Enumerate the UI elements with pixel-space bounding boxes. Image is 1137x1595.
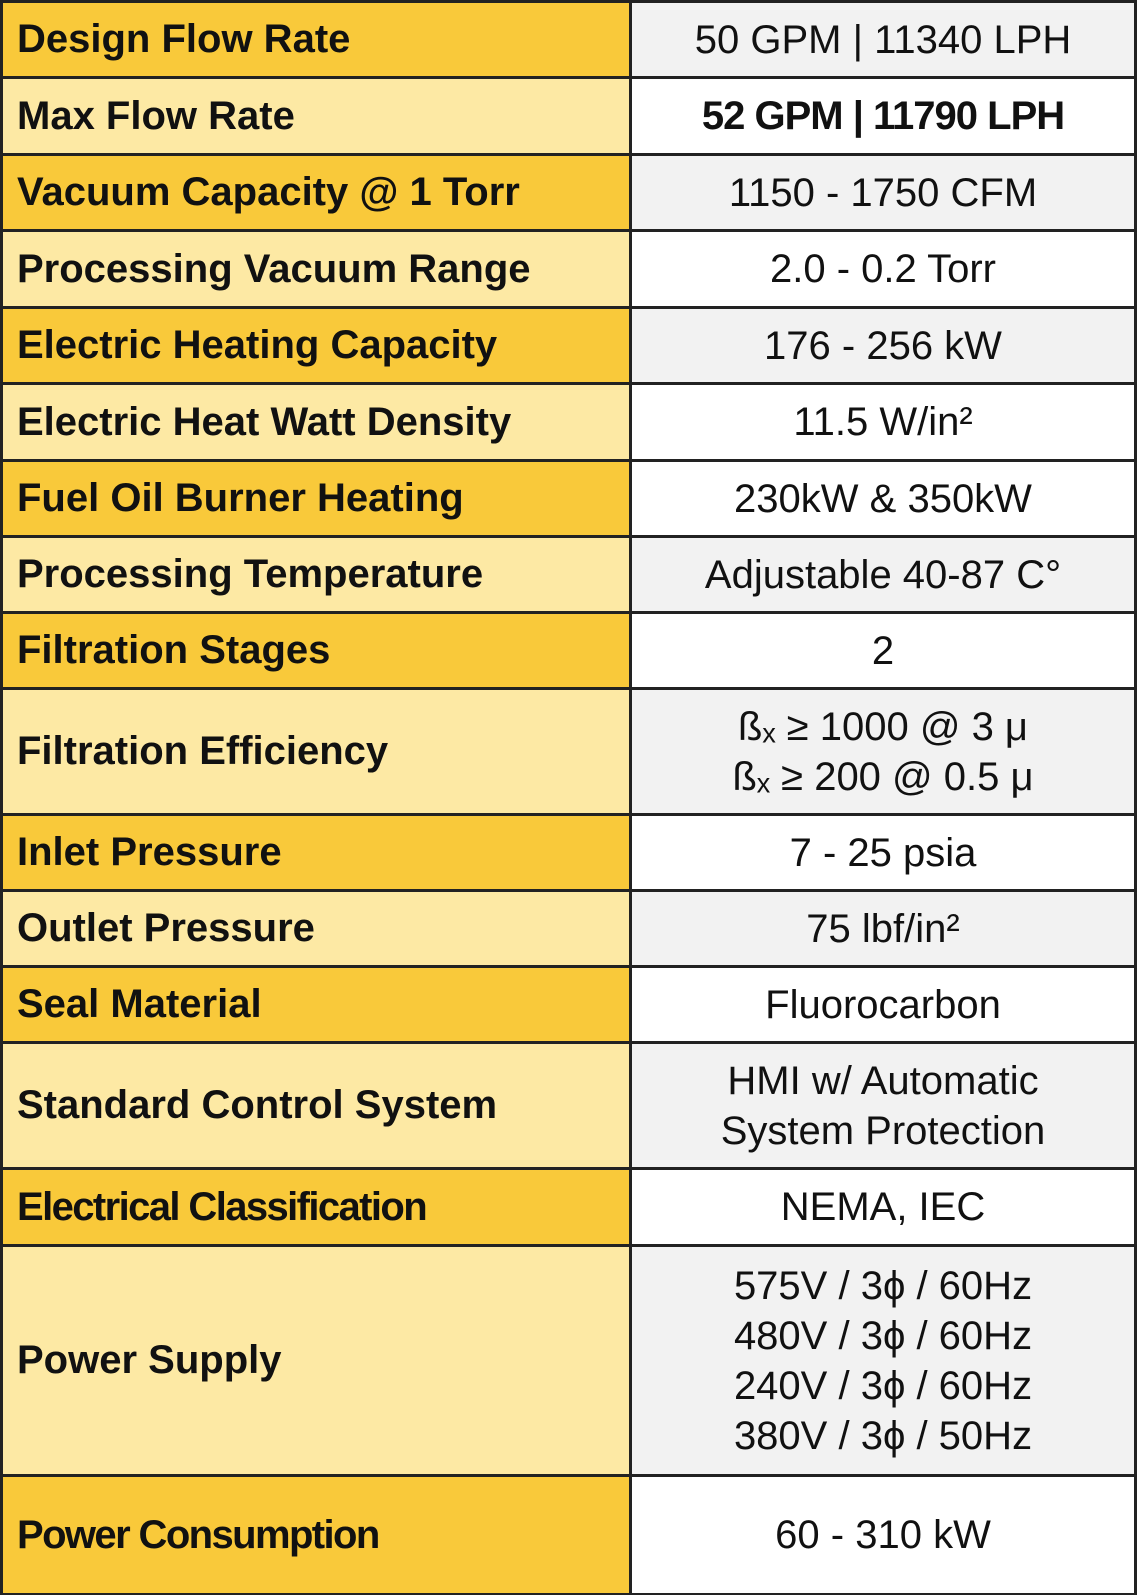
spec-row: Inlet Pressure 7 - 25 psia [0, 813, 1137, 892]
spec-value: 11.5 W/in² [629, 382, 1137, 462]
spec-value: HMI w/ Automatic System Protection [629, 1041, 1137, 1170]
spec-value: 60 - 310 kW [629, 1474, 1137, 1595]
spec-value: Fluorocarbon [629, 965, 1137, 1044]
value-line: ßₓ ≥ 1000 @ 3 μ [738, 704, 1028, 749]
spec-label: Inlet Pressure [0, 813, 632, 892]
spec-label: Filtration Stages [0, 611, 632, 690]
spec-row: Max Flow Rate 52 GPM | 11790 LPH [0, 76, 1137, 156]
spec-row: Outlet Pressure 75 lbf/in² [0, 889, 1137, 968]
spec-value: NEMA, IEC [629, 1167, 1137, 1247]
value-line: 2 [871, 628, 895, 673]
spec-label: Electric Heat Watt Density [0, 382, 632, 462]
spec-label: Electrical Classification [0, 1167, 632, 1247]
spec-value: 230kW & 350kW [629, 459, 1137, 538]
spec-row: Fuel Oil Burner Heating 230kW & 350kW [0, 459, 1137, 538]
spec-label: Max Flow Rate [0, 76, 632, 156]
spec-value: 176 - 256 kW [629, 306, 1137, 385]
spec-value: ßₓ ≥ 1000 @ 3 μ ßₓ ≥ 200 @ 0.5 μ [629, 687, 1137, 816]
value-line: HMI w/ Automatic [727, 1058, 1039, 1103]
spec-label: Power Supply [0, 1244, 632, 1477]
spec-value: 1150 - 1750 CFM [629, 153, 1137, 232]
spec-value: 75 lbf/in² [629, 889, 1137, 968]
spec-label: Electric Heating Capacity [0, 306, 632, 385]
spec-value: 52 GPM | 11790 LPH [629, 76, 1137, 156]
spec-label: Standard Control System [0, 1041, 632, 1170]
spec-label: Processing Temperature [0, 535, 632, 614]
spec-value: Adjustable 40-87 C° [629, 535, 1137, 614]
value-line: 1150 - 1750 CFM [728, 170, 1038, 215]
spec-label: Design Flow Rate [0, 0, 632, 79]
spec-row: Electric Heat Watt Density 11.5 W/in² [0, 382, 1137, 462]
spec-value: 575V / 3ϕ / 60Hz 480V / 3ϕ / 60Hz 240V / 3… [629, 1244, 1137, 1477]
spec-value: 7 - 25 psia [629, 813, 1137, 892]
spec-row: Electric Heating Capacity 176 - 256 kW [0, 306, 1137, 385]
spec-label: Fuel Oil Burner Heating [0, 459, 632, 538]
value-line: 11.5 W/in² [793, 400, 973, 444]
value-line: 230kW & 350kW [734, 476, 1032, 521]
spec-row: Vacuum Capacity @ 1 Torr 1150 - 1750 CFM [0, 153, 1137, 232]
spec-row: Power Consumption 60 - 310 kW [0, 1474, 1137, 1595]
value-line: 380V / 3ϕ / 50Hz [733, 1413, 1033, 1458]
value-line: Fluorocarbon [765, 982, 1001, 1027]
value-line: 480V / 3ϕ / 60Hz [733, 1313, 1033, 1358]
spec-label: Filtration Efficiency [0, 687, 632, 816]
value-line: Adjustable 40-87 C° [704, 552, 1062, 597]
spec-value: 2 [629, 611, 1137, 690]
value-line: 52 GPM | 11790 LPH [701, 94, 1065, 138]
spec-label: Vacuum Capacity @ 1 Torr [0, 153, 632, 232]
value-line: 2.0 - 0.2 Torr [769, 247, 997, 291]
value-line: 7 - 25 psia [789, 830, 977, 875]
value-line: 176 - 256 kW [764, 323, 1002, 368]
spec-label: Processing Vacuum Range [0, 229, 632, 309]
spec-row: Design Flow Rate 50 GPM | 11340 LPH [0, 0, 1137, 79]
spec-row: Processing Temperature Adjustable 40-87 C… [0, 535, 1137, 614]
spec-label: Power Consumption [0, 1474, 632, 1595]
spec-row: Processing Vacuum Range 2.0 - 0.2 Torr [0, 229, 1137, 309]
value-line: 75 lbf/in² [806, 906, 960, 951]
value-line: 240V / 3ϕ / 60Hz [733, 1363, 1033, 1408]
spec-row: Power Supply 575V / 3ϕ / 60Hz 480V / 3ϕ / … [0, 1244, 1137, 1477]
spec-row: Filtration Stages 2 [0, 611, 1137, 690]
value-line: 60 - 310 kW [775, 1513, 991, 1557]
value-line: System Protection [720, 1108, 1046, 1153]
value-line: ßₓ ≥ 200 @ 0.5 μ [732, 754, 1034, 799]
value-line: 575V / 3ϕ / 60Hz [733, 1263, 1033, 1308]
spec-row: Seal Material Fluorocarbon [0, 965, 1137, 1044]
spec-value: 2.0 - 0.2 Torr [629, 229, 1137, 309]
spec-row: Filtration Efficiency ßₓ ≥ 1000 @ 3 μ ßₓ ≥… [0, 687, 1137, 816]
value-line: 50 GPM | 11340 LPH [694, 17, 1072, 62]
spec-label: Outlet Pressure [0, 889, 632, 968]
spec-row: Standard Control System HMI w/ Automatic S… [0, 1041, 1137, 1170]
spec-row: Electrical Classification NEMA, IEC [0, 1167, 1137, 1247]
value-line: NEMA, IEC [780, 1185, 986, 1229]
spec-value: 50 GPM | 11340 LPH [629, 0, 1137, 79]
spec-label: Seal Material [0, 965, 632, 1044]
